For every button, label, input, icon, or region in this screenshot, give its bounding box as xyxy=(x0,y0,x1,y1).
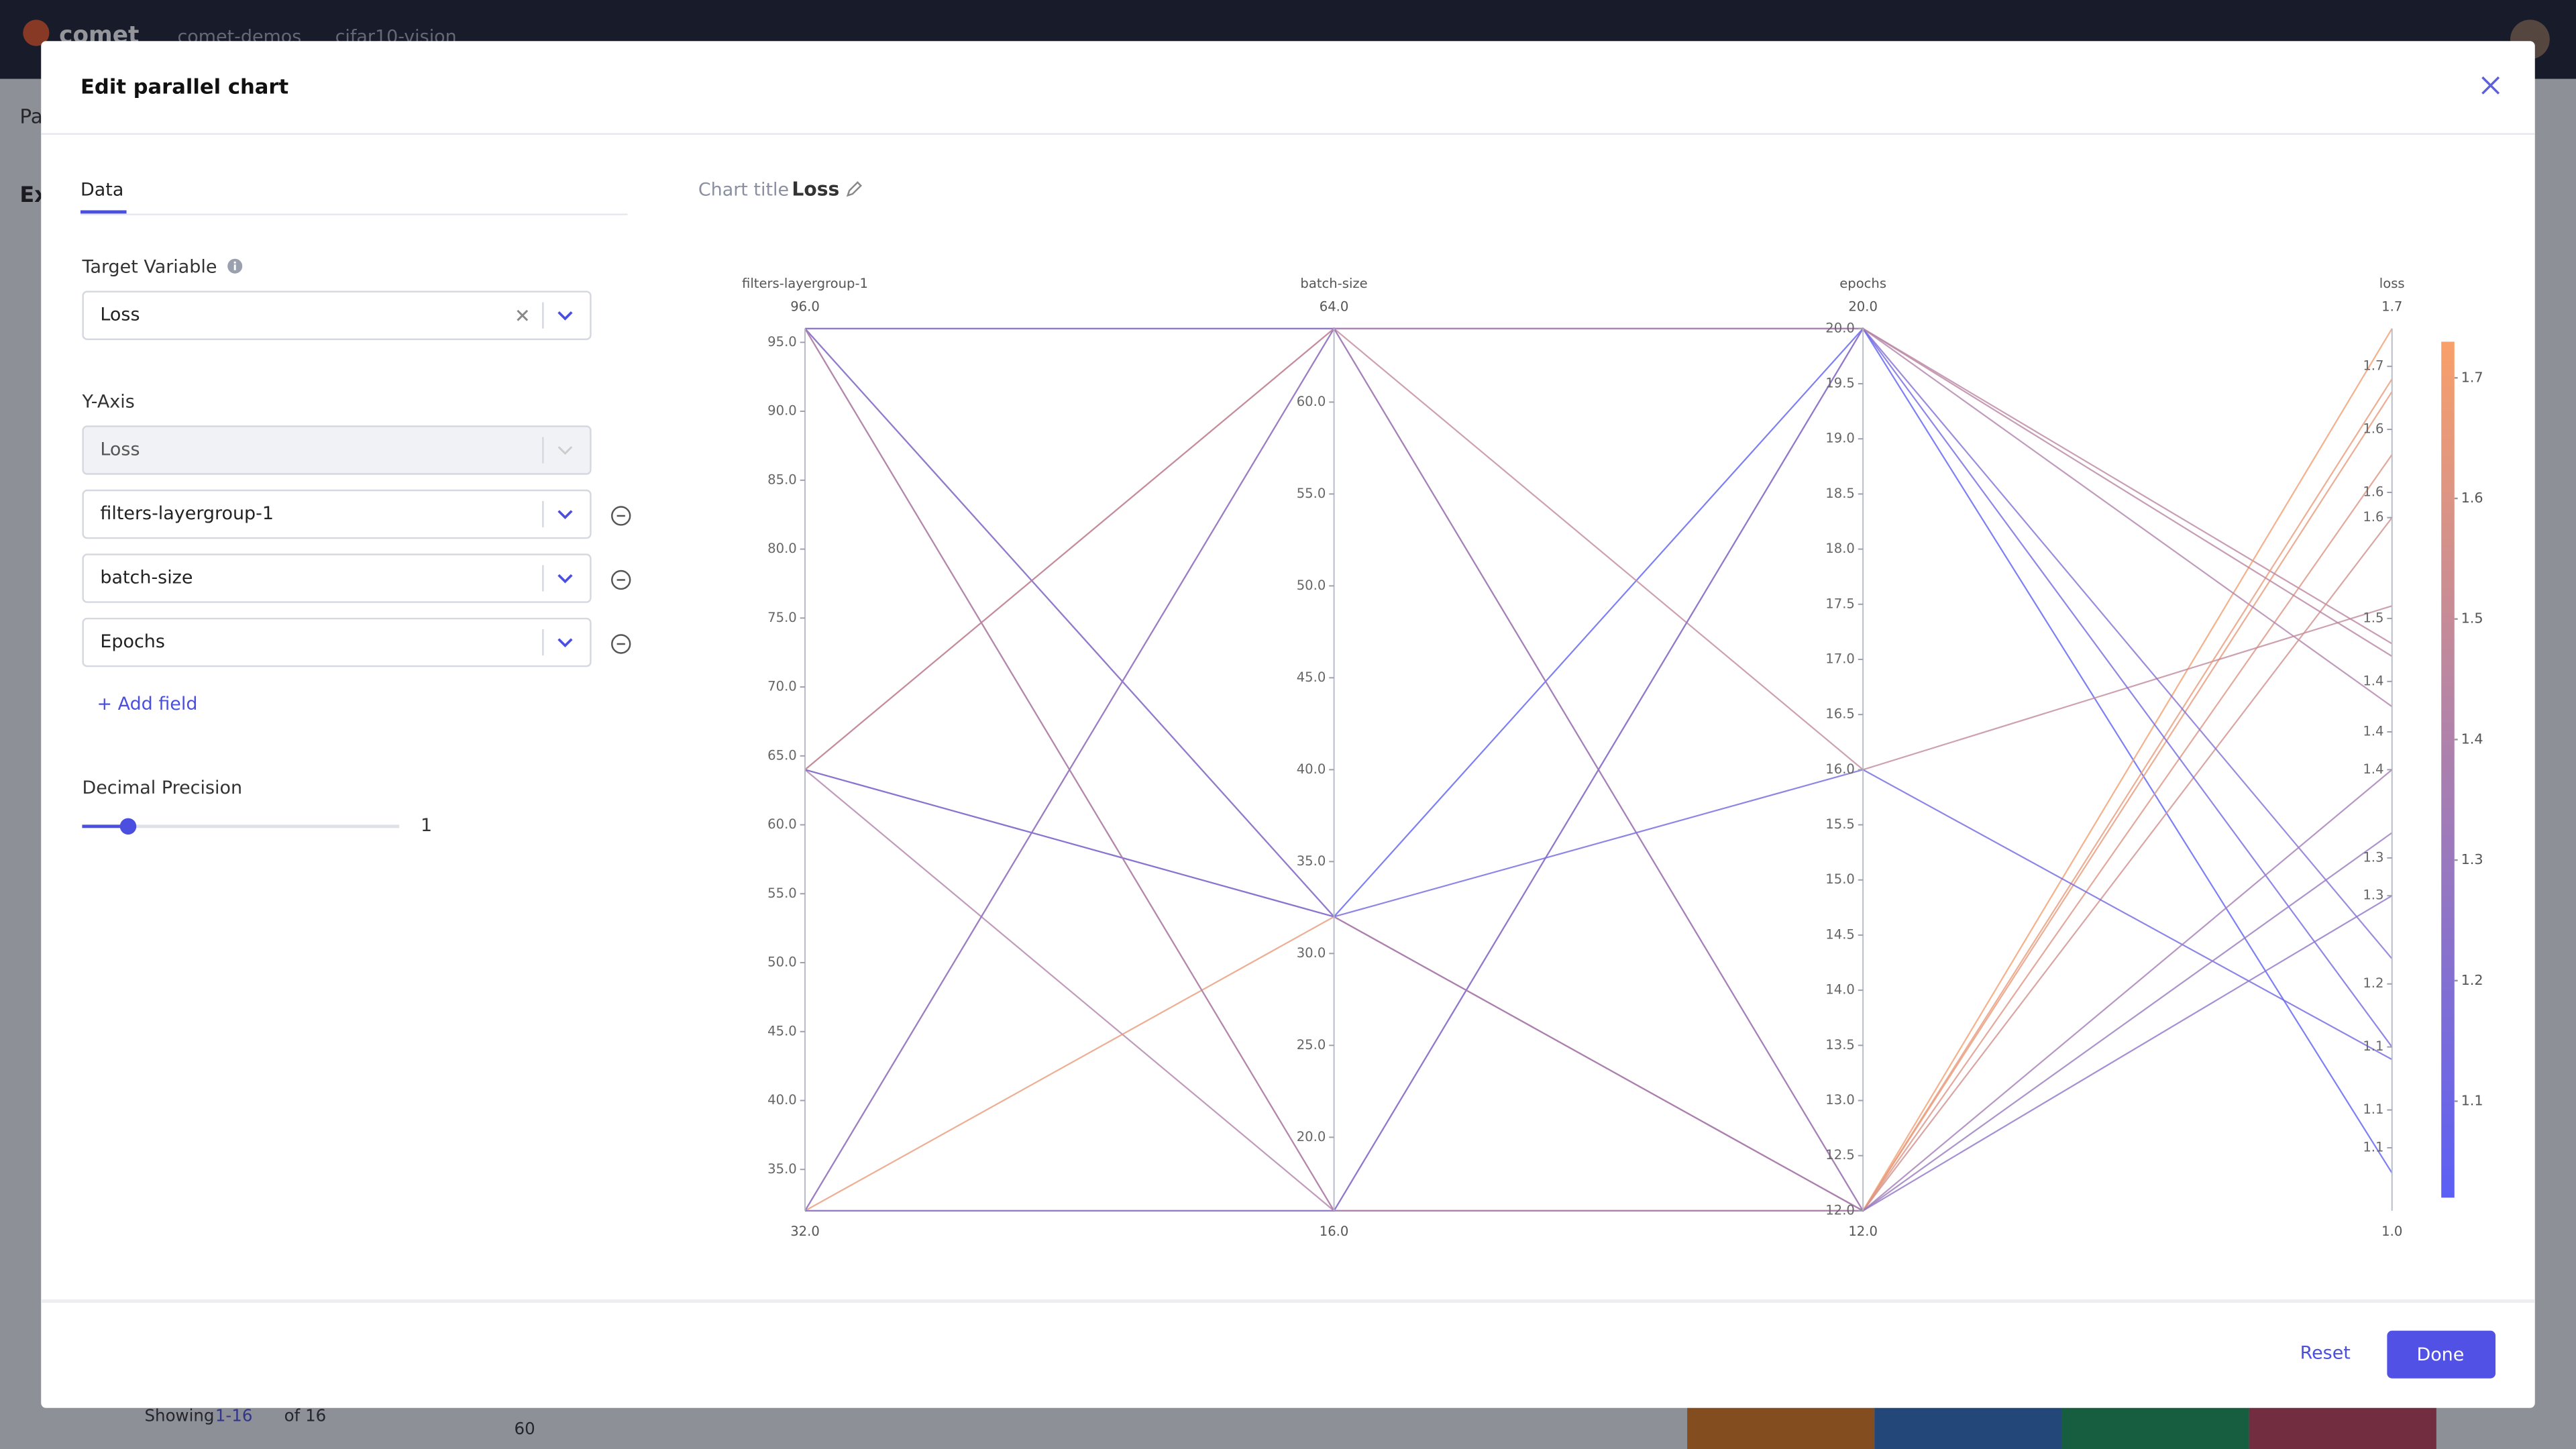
select-value: Epochs xyxy=(100,631,165,653)
info-icon[interactable] xyxy=(227,258,243,274)
select-value: Loss xyxy=(100,304,140,325)
select[interactable]: Epochs xyxy=(82,617,592,667)
bg-tab: Pa xyxy=(19,105,43,129)
tab-indicator xyxy=(80,210,127,214)
slider-value: 1 xyxy=(420,814,433,837)
done-button[interactable]: Done xyxy=(2387,1330,2496,1379)
add-field[interactable]: + Add field xyxy=(97,693,198,715)
done-label: Done xyxy=(2416,1344,2465,1366)
select-value: batch-size xyxy=(100,566,193,588)
pager-range[interactable]: 1-16 xyxy=(215,1407,253,1426)
chevron[interactable] xyxy=(555,568,575,588)
reset-button[interactable]: Reset xyxy=(2300,1342,2351,1364)
chevron[interactable] xyxy=(555,306,575,325)
dialog-title: Edit parallel chart xyxy=(80,74,289,99)
select[interactable]: Loss xyxy=(82,290,592,340)
pager-label: Showing xyxy=(144,1407,215,1426)
edit-icon[interactable] xyxy=(845,179,864,199)
logo-icon xyxy=(23,19,50,46)
field-label: Decimal Precision xyxy=(82,777,243,799)
select[interactable]: filters-layergroup-1 xyxy=(82,489,592,539)
tab-line xyxy=(80,213,628,215)
slider-fill xyxy=(82,824,129,828)
slider-thumb[interactable] xyxy=(119,818,137,835)
chevron[interactable] xyxy=(555,504,575,524)
dialog xyxy=(41,41,2535,1408)
chart-title-label: Chart title xyxy=(698,178,790,201)
chart-title: Loss xyxy=(792,177,840,201)
select-value: Loss xyxy=(100,438,140,460)
chevron[interactable] xyxy=(555,633,575,652)
remove-icon[interactable] xyxy=(610,504,633,527)
close-button[interactable] xyxy=(2481,76,2500,95)
field-label: Target Variable xyxy=(82,256,217,278)
divider xyxy=(41,1299,2535,1303)
select-value: filters-layergroup-1 xyxy=(100,502,274,525)
bg-axis-tick: 60 xyxy=(514,1421,535,1440)
divider xyxy=(41,133,2535,135)
clear-icon[interactable] xyxy=(516,309,529,322)
chevron xyxy=(557,446,573,455)
tab[interactable]: Data xyxy=(80,178,124,201)
remove-icon[interactable] xyxy=(610,633,633,655)
remove-icon[interactable] xyxy=(610,568,633,591)
pager-total: of 16 xyxy=(284,1407,327,1426)
select[interactable]: batch-size xyxy=(82,553,592,603)
field-label: Y-Axis xyxy=(82,390,135,413)
select: Loss xyxy=(82,425,592,475)
slider-track xyxy=(82,824,400,828)
